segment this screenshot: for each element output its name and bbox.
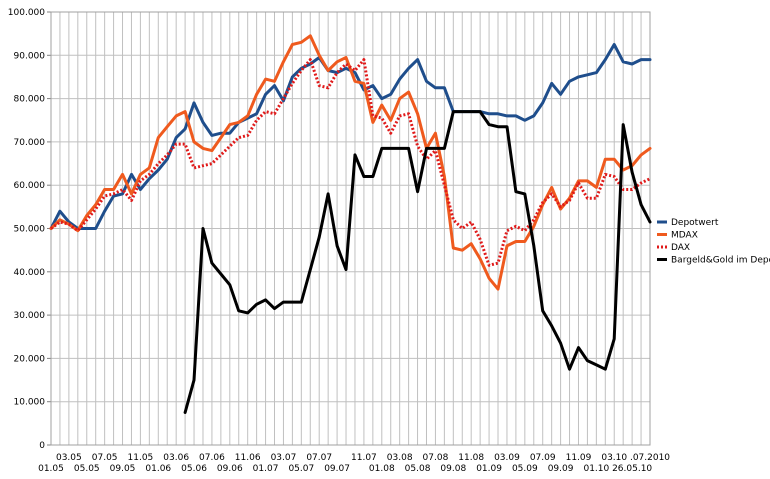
series-line-mdax (49, 34, 652, 291)
x-tick-label-lower: 01.05 (38, 464, 64, 474)
x-tick-label-lower: 01.07 (253, 464, 279, 474)
series-line-bargeld-gold-im-depot (183, 110, 652, 414)
x-tick-label-upper: 07.08 (423, 453, 449, 463)
x-tick-label-lower: 01.09 (476, 464, 502, 474)
x-tick-label-lower: 05.09 (512, 464, 538, 474)
x-tick-label-lower: 05.05 (74, 464, 100, 474)
grid (50, 11, 651, 446)
legend-label: MDAX (671, 231, 698, 241)
x-tick-label-lower: 09.08 (440, 464, 466, 474)
axes: 0 10.000 20.000 30.000 40.000 50.000 60.000 70.… (8, 8, 671, 474)
y-tick-label: 20.000 (14, 354, 46, 364)
y-tick-label: 100.000 (8, 8, 45, 18)
x-tick-label-upper: 03.06 (163, 453, 189, 463)
x-tick-label-upper: 07.05 (92, 453, 118, 463)
x-tick-label-lower: 01.06 (145, 464, 171, 474)
legend-label: DAX (671, 243, 690, 253)
x-tick-label-upper: 03.10 (601, 453, 627, 463)
series-line-dax (50, 58, 651, 267)
x-tick-label-upper: 11.08 (458, 453, 484, 463)
y-tick-label: 90.000 (14, 51, 46, 61)
x-tick-label-lower: 26.05.10 (612, 464, 652, 474)
legend-label: Bargeld&Gold im Depot (671, 256, 770, 266)
y-tick-label: 0 (39, 441, 45, 451)
x-tick-label-upper: 03.09 (494, 453, 520, 463)
legend-label: Depotwert (671, 218, 719, 228)
x-tick-label-upper: 07.09 (530, 453, 556, 463)
y-tick-label: 10.000 (14, 398, 46, 408)
y-tick-label: 50.000 (14, 225, 46, 235)
x-tick-label-lower: 09.07 (324, 464, 350, 474)
x-tick-label-upper: 03.07 (271, 453, 297, 463)
x-tick-label-lower: 05.08 (405, 464, 431, 474)
x-tick-label-upper: 11.09 (566, 453, 592, 463)
x-tick-label-lower: 09.05 (110, 464, 136, 474)
x-tick-label-lower: 09.09 (548, 464, 574, 474)
series-lines (49, 34, 652, 414)
x-tick-label-upper: .07.2010 (630, 453, 670, 463)
legend: Depotwert MDAX DAX Bargeld&Gold im Depot (657, 218, 770, 266)
x-tick-label-lower: 09.06 (217, 464, 243, 474)
x-tick-label-lower: 05.07 (288, 464, 314, 474)
x-tick-label-upper: 11.05 (128, 453, 154, 463)
y-tick-label: 80.000 (14, 95, 46, 105)
y-tick-label: 30.000 (14, 311, 46, 321)
x-tick-label-lower: 01.10 (583, 464, 609, 474)
x-tick-label-upper: 11.07 (351, 453, 377, 463)
y-tick-label: 60.000 (14, 181, 46, 191)
x-tick-label-upper: 03.08 (387, 453, 413, 463)
x-tick-label-lower: 05.06 (181, 464, 207, 474)
y-tick-label: 70.000 (14, 138, 46, 148)
x-tick-label-upper: 07.06 (199, 453, 225, 463)
y-tick-label: 40.000 (14, 268, 46, 278)
x-tick-label-upper: 03.05 (56, 453, 82, 463)
x-tick-label-upper: 11.06 (235, 453, 261, 463)
x-tick-label-lower: 01.08 (369, 464, 395, 474)
x-tick-label-upper: 07.07 (306, 453, 332, 463)
